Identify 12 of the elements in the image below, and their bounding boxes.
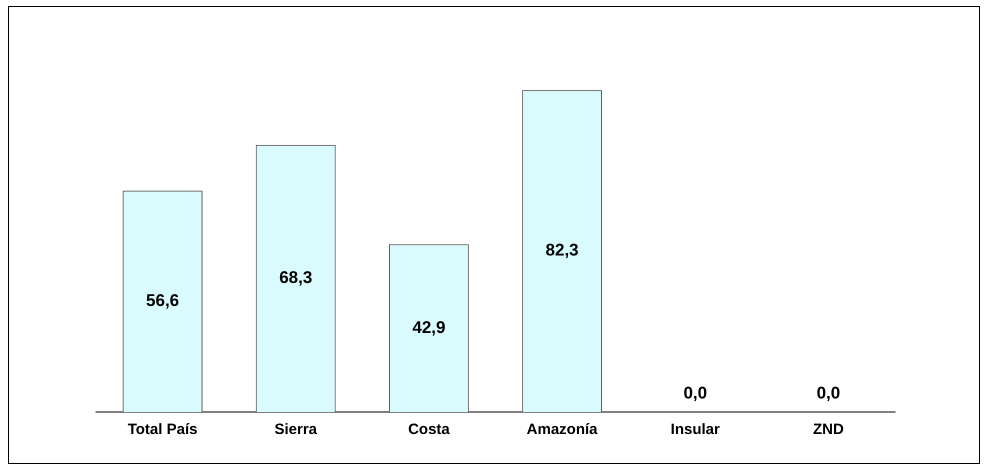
x-tick-label: Sierra — [274, 421, 318, 438]
x-tick-label: ZND — [813, 421, 844, 438]
x-tick-label: Total País — [128, 421, 198, 438]
data-label: 42,9 — [412, 318, 446, 337]
data-label: 0,0 — [683, 384, 708, 403]
data-label: 68,3 — [279, 268, 312, 288]
data-label: 82,3 — [546, 240, 579, 260]
x-tick-label: Insular — [670, 421, 720, 438]
data-label: 0,0 — [816, 384, 840, 403]
x-tick-label: Amazonía — [526, 421, 598, 438]
x-tick-label: Costa — [408, 421, 450, 438]
data-label: 56,6 — [146, 291, 180, 310]
